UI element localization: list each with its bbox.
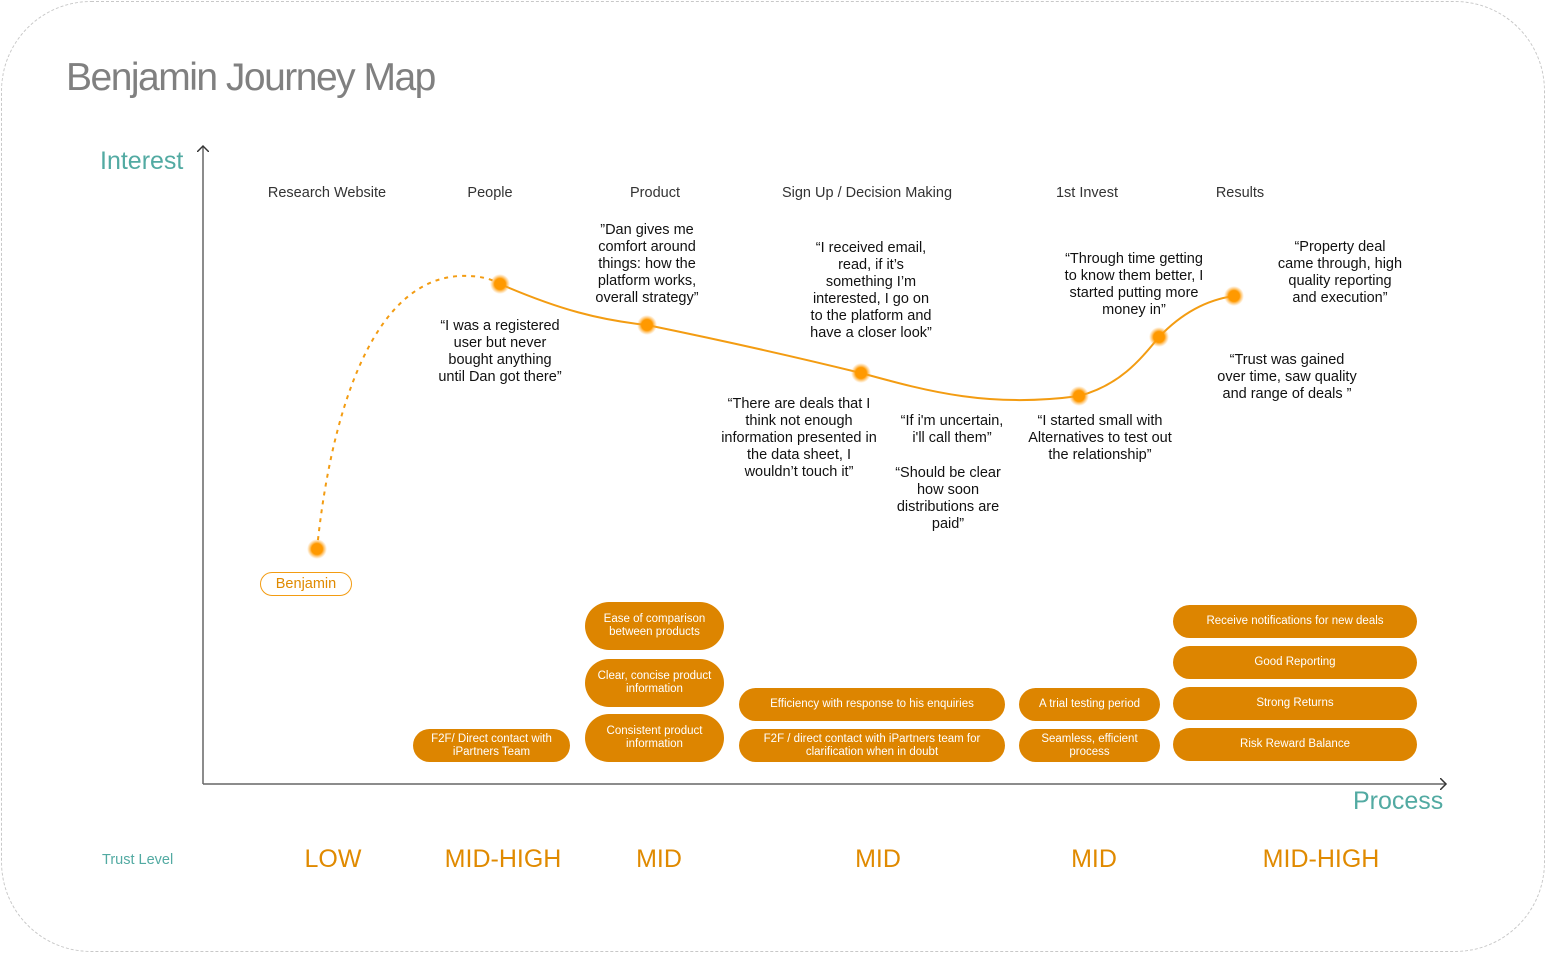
journey-point bbox=[1149, 327, 1169, 347]
trust-level-label: Trust Level bbox=[102, 852, 174, 868]
quote: “If i'm uncertain, i'll call them” bbox=[900, 413, 1004, 446]
need-pill: Consistent product information bbox=[585, 714, 724, 762]
quote: “Through time getting to know them bette… bbox=[1064, 251, 1204, 318]
trust-level-signup: MID bbox=[855, 845, 901, 873]
need-pill: A trial testing period bbox=[1019, 688, 1160, 721]
quote: ”Dan gives me comfort around things: how… bbox=[595, 222, 699, 306]
journey-point bbox=[1224, 286, 1244, 306]
page-title: Benjamin Journey Map bbox=[66, 56, 436, 99]
stage-sign-up: Sign Up / Decision Making bbox=[781, 185, 953, 201]
trust-level-invest: MID bbox=[1071, 845, 1117, 873]
journey-curve-dashed bbox=[316, 274, 501, 550]
need-pill: Receive notifications for new deals bbox=[1173, 605, 1417, 638]
stage-1st-invest: 1st Invest bbox=[1055, 185, 1119, 201]
journey-point bbox=[490, 274, 510, 294]
stage-research-website: Research Website bbox=[267, 185, 387, 201]
journey-point bbox=[851, 363, 871, 383]
need-pill: Clear, concise product information bbox=[585, 659, 724, 707]
need-pill: Good Reporting bbox=[1173, 646, 1417, 679]
need-pill: Ease of comparison between products bbox=[585, 602, 724, 650]
need-pill: Strong Returns bbox=[1173, 687, 1417, 720]
need-pill: F2F / direct contact with iPartners team… bbox=[739, 729, 1005, 762]
trust-level-product: MID bbox=[636, 845, 682, 873]
journey-point bbox=[307, 539, 327, 559]
persona-badge: Benjamin bbox=[260, 572, 352, 596]
need-pill: Efficiency with response to his enquirie… bbox=[739, 688, 1005, 721]
stage-product: Product bbox=[630, 185, 680, 201]
trust-level-people: MID-HIGH bbox=[444, 845, 562, 873]
quote: “I received email, read, if it’s somethi… bbox=[810, 240, 932, 341]
stage-people: People bbox=[467, 185, 513, 201]
need-pill: F2F/ Direct contact with iPartners Team bbox=[413, 729, 570, 762]
y-axis-label: Interest bbox=[100, 147, 184, 175]
x-axis-label: Process bbox=[1353, 787, 1444, 815]
quote: “Trust was gained over time, saw quality… bbox=[1217, 352, 1357, 402]
trust-level-research: LOW bbox=[304, 845, 362, 873]
quote: “I started small with Alternatives to te… bbox=[1028, 413, 1172, 463]
trust-level-results: MID-HIGH bbox=[1262, 845, 1380, 873]
quote: “There are deals that I think not enough… bbox=[721, 396, 877, 480]
need-pill: Seamless, efficient process bbox=[1019, 729, 1160, 762]
quote: “Property deal came through, high qualit… bbox=[1277, 239, 1403, 306]
quote: “I was a registered user but never bough… bbox=[438, 318, 562, 385]
journey-point bbox=[637, 315, 657, 335]
quote: “Should be clear how soon distributions … bbox=[895, 465, 1001, 532]
need-pill: Risk Reward Balance bbox=[1173, 728, 1417, 761]
stage-results: Results bbox=[1215, 185, 1265, 201]
journey-point bbox=[1069, 386, 1089, 406]
